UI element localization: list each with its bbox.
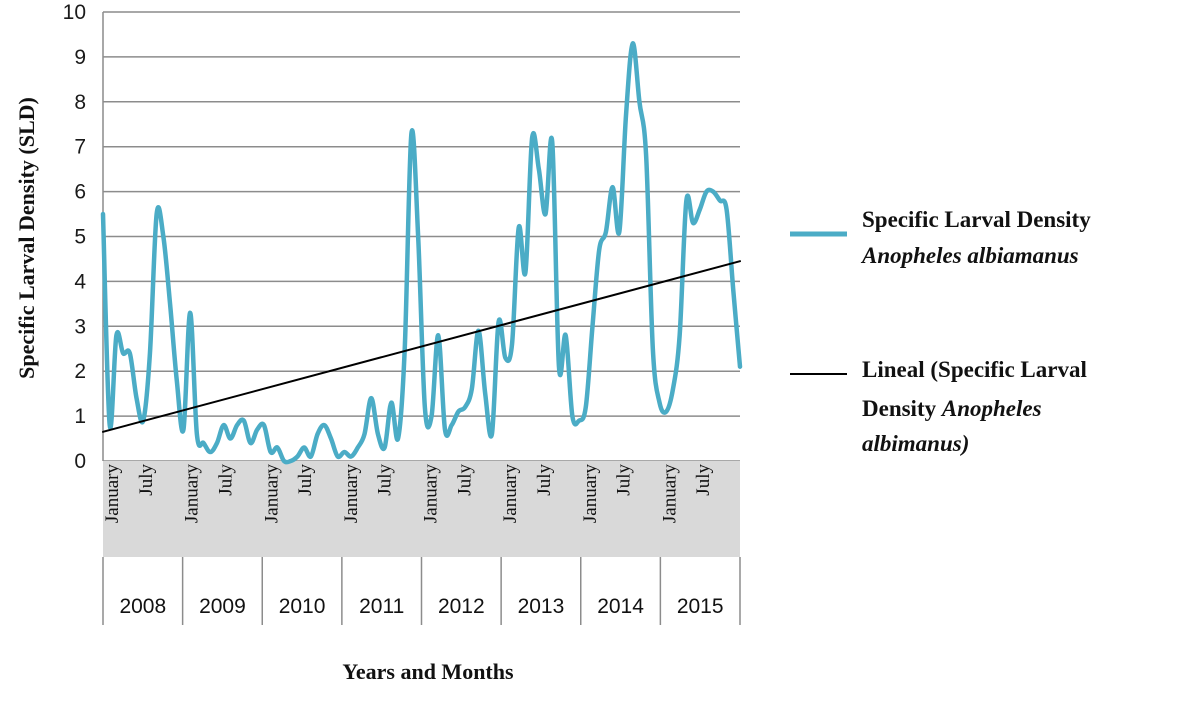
legend-label-trendline-line-2-italic: Anopheles [940, 396, 1042, 421]
x-tick-label-july-2013: July [534, 464, 555, 496]
month-band-background [103, 461, 740, 557]
legend-label-trendline-line-2-bold: Density [862, 396, 942, 421]
year-label-2012: 2012 [438, 595, 485, 618]
x-tick-label-january-2013: January [500, 464, 521, 524]
legend-label-trendline-line-1: Lineal (Specific Larval [862, 357, 1087, 382]
y-tick-label-0: 0 [74, 450, 86, 473]
x-tick-label-july-2008: July [136, 464, 157, 496]
series-trendline [102, 260, 741, 433]
x-tick-label-july-2009: July [215, 464, 236, 496]
y-tick-label-10: 10 [63, 1, 86, 24]
year-label-2013: 2013 [518, 595, 565, 618]
year-label-2015: 2015 [677, 595, 724, 618]
x-tick-label-january-2015: January [659, 464, 680, 524]
x-tick-label-july-2010: July [295, 464, 316, 496]
y-tick-label-4: 4 [74, 270, 86, 293]
y-axis-title: Specific Larval Density (SLD) [14, 97, 39, 379]
legend-label-trendline-line-2: Density Anopheles [862, 396, 1042, 421]
year-label-2014: 2014 [597, 595, 644, 618]
legend: Specific Larval Density Anopheles albiam… [790, 207, 1091, 456]
x-axis-title: Years and Months [342, 659, 514, 684]
year-label-2009: 2009 [199, 595, 246, 618]
series-line-1 [100, 41, 743, 465]
x-axis-month-labels: January July January July January July January… [102, 464, 714, 524]
y-tick-label-1: 1 [74, 405, 86, 428]
x-tick-label-july-2012: July [454, 464, 475, 496]
series-layer [100, 41, 743, 465]
y-tick-label-3: 3 [74, 315, 86, 338]
y-tick-label-8: 8 [74, 91, 86, 114]
x-axis-year-labels: 2008 2009 2010 2011 2012 2013 2014 2015 [102, 557, 741, 625]
x-tick-label-january-2011: January [341, 464, 362, 524]
x-tick-label-july-2011: July [375, 464, 396, 496]
x-tick-label-january-2009: January [182, 464, 203, 524]
x-tick-label-july-2014: July [614, 464, 635, 496]
x-tick-label-july-2015: July [693, 464, 714, 496]
year-label-2010: 2010 [279, 595, 326, 618]
y-tick-label-6: 6 [74, 181, 86, 204]
x-tick-label-january-2010: January [261, 464, 282, 524]
year-label-2011: 2011 [359, 595, 404, 618]
y-axis-tick-labels: 0 1 2 3 4 5 6 7 8 9 10 [63, 1, 87, 473]
y-tick-label-7: 7 [74, 136, 86, 159]
year-label-2008: 2008 [119, 595, 166, 618]
month-label-band [103, 461, 740, 557]
x-tick-label-january-2012: January [421, 464, 442, 524]
y-tick-label-2: 2 [74, 360, 86, 383]
x-tick-label-january-2014: January [580, 464, 601, 524]
legend-label-series-1-line-2: Anopheles albiamanus [860, 243, 1079, 268]
grid-lines [102, 11, 740, 462]
x-tick-label-january-2008: January [102, 464, 123, 524]
y-tick-label-9: 9 [74, 46, 86, 69]
legend-label-series-1-line-1: Specific Larval Density [862, 207, 1091, 232]
legend-label-trendline-line-3: albimanus) [862, 431, 969, 456]
y-tick-label-5: 5 [74, 226, 86, 249]
